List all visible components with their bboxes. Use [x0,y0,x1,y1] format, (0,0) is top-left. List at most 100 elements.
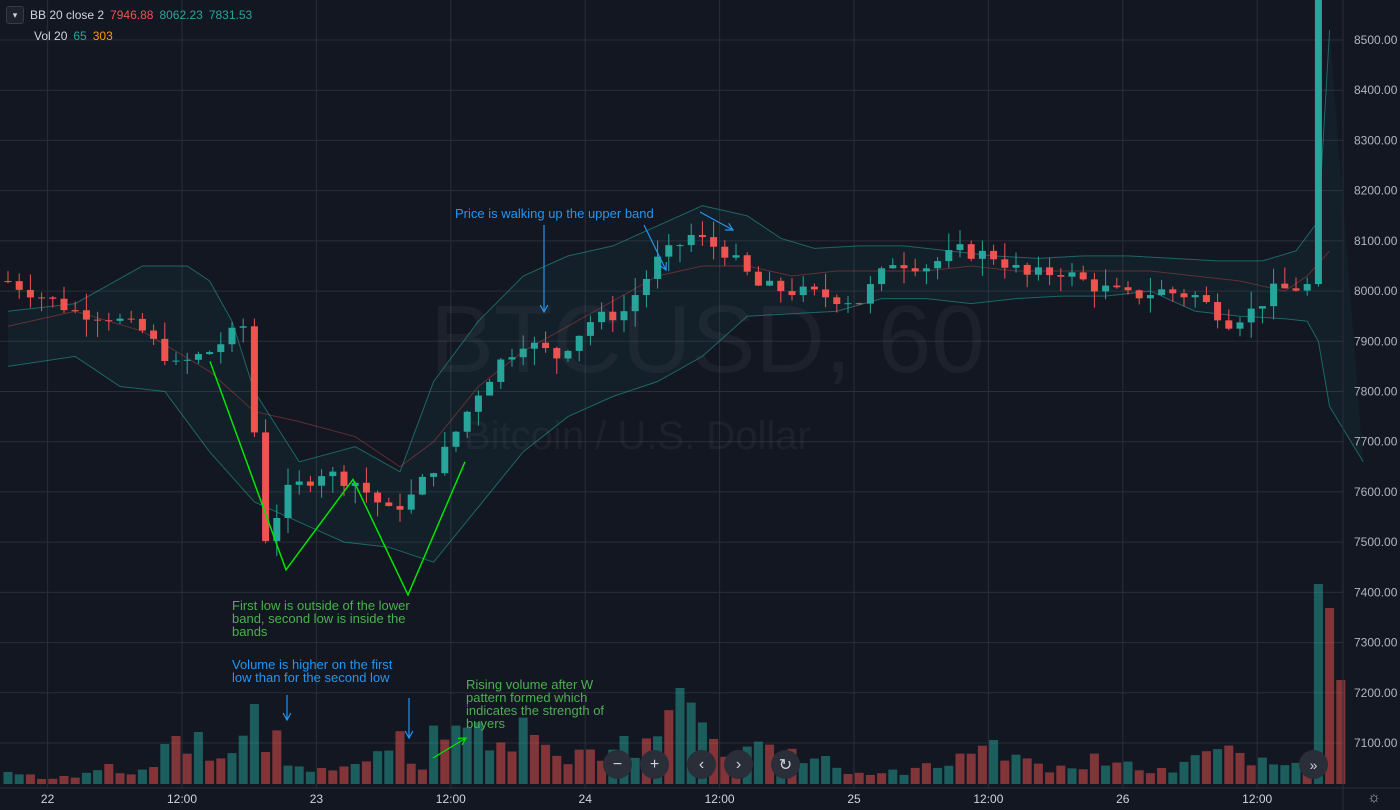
scroll-back-button[interactable]: ‹ [687,750,716,779]
x-tick-label: 12:00 [705,792,735,806]
candle-body [911,268,919,272]
candle [620,295,628,333]
candle [1202,286,1210,304]
candle-body [172,360,180,362]
candle [609,295,617,332]
candle-body [530,342,538,349]
candle [1046,257,1054,286]
arrow-walking-2-head [659,261,667,272]
volume-bar [25,774,35,784]
candle [105,312,113,331]
vol-value-1: 65 [73,29,87,43]
x-tick-label: 26 [1116,792,1130,806]
candle-body [978,250,986,259]
candle [49,296,57,308]
candle [362,467,370,503]
bb-fill [8,30,1364,563]
candle [721,240,729,266]
candle-body [430,473,438,477]
candle-body [127,318,135,320]
scroll-to-realtime-button[interactable]: » [1299,750,1328,779]
volume-bar [563,764,573,784]
candle-body [1001,259,1009,268]
y-tick-label: 7200.00 [1354,686,1398,700]
scroll-forward-button[interactable]: › [724,750,753,779]
volume-bar [507,751,517,784]
y-tick-label: 8500.00 [1354,33,1398,47]
zoom-out-button[interactable]: − [603,750,632,779]
candle-body [306,481,314,486]
candle [239,318,247,343]
candle [94,311,102,338]
volume-bar [115,773,125,784]
candle-body [642,278,650,296]
zoom-in-button[interactable]: + [640,750,669,779]
candle-body [1113,285,1121,288]
candle-body [1191,295,1199,298]
volume-bar [1089,753,1099,784]
volume-bar [910,767,920,784]
candle-body [396,506,404,510]
candle [777,277,785,303]
vol-legend-label[interactable]: Vol 20 [34,29,68,43]
y-tick-label: 7400.00 [1354,585,1398,599]
volume-bar [238,735,248,784]
y-tick-label: 7700.00 [1354,435,1398,449]
candle-body [766,280,774,286]
candle [217,332,225,364]
candle [71,301,79,314]
candle-body [474,395,482,412]
y-tick-label: 8000.00 [1354,284,1398,298]
candle [732,243,740,261]
candle [1158,279,1166,296]
volume-bar [1067,768,1077,784]
candle [407,479,415,514]
candle-body [362,482,370,493]
bb-legend-label[interactable]: BB 20 close 2 [30,8,105,22]
vol-legend: Vol 20 65 303 [34,29,113,43]
arrow-walking-3 [699,211,734,231]
candle [1314,0,1322,287]
candle-body [1102,285,1110,292]
chart-navigation: − + ‹ › ↻ [603,750,800,779]
volume-bar [1157,768,1167,784]
candle-body [654,256,662,279]
candle [1124,281,1132,295]
candle [228,322,236,352]
volume-bar [630,757,640,784]
reset-chart-button[interactable]: ↻ [771,750,800,779]
candle [194,351,202,364]
gear-icon[interactable]: ☼ [1367,788,1381,806]
candle-body [1079,272,1087,280]
candle [1258,306,1266,324]
volume-bar [977,745,987,784]
candle [799,276,807,303]
candle [743,252,751,276]
y-tick-label: 8200.00 [1354,184,1398,198]
chevron-down-icon[interactable]: ▾ [6,6,24,24]
candle [654,240,662,289]
candle-body [38,297,46,299]
arrow-walking-2 [643,224,667,271]
volume-bar [137,769,147,784]
candle [754,266,762,287]
bb-lower-line [7,290,1364,563]
candle-body [687,235,695,246]
candle [452,430,460,452]
volume-bar [1201,751,1211,784]
volume-bar [205,760,215,784]
y-tick-label: 7100.00 [1354,736,1398,750]
volume-bar [496,742,506,784]
candle [1113,277,1121,289]
volume-bar [59,776,69,784]
volume-bar [462,727,472,784]
candle-body [1124,287,1132,291]
volume-bar [305,771,315,784]
candle-body [934,261,942,269]
volume-bar [1235,752,1245,784]
bb-basis-value: 7946.88 [110,8,154,22]
volume-bar [955,753,965,784]
candle-body [1247,308,1255,323]
volume-bar [70,777,80,784]
